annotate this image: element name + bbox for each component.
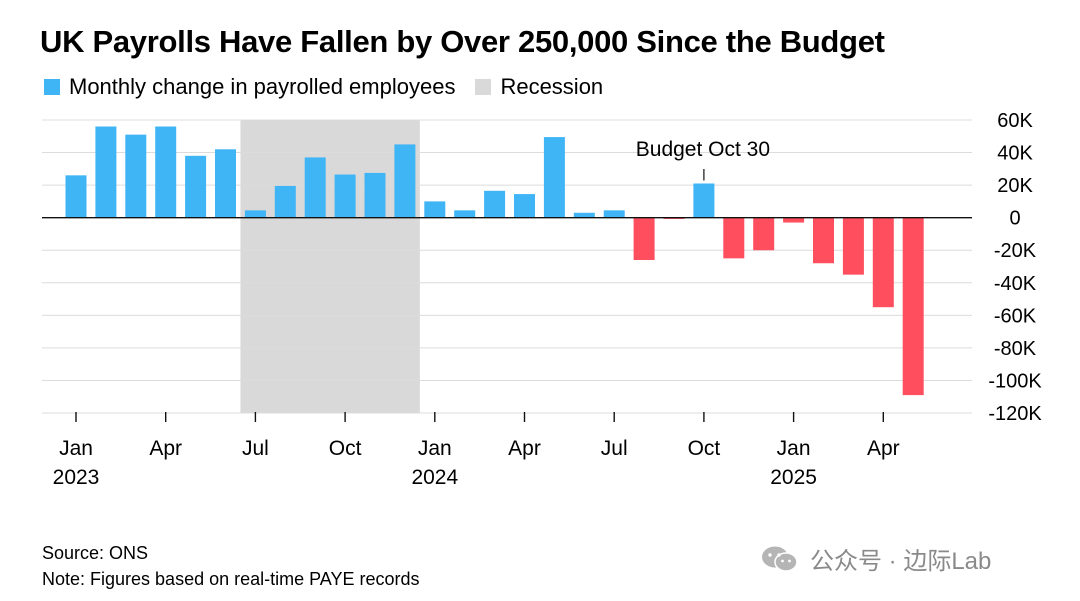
bar bbox=[185, 155, 207, 218]
bar bbox=[514, 194, 535, 218]
x-tick-year-label: 2025 bbox=[770, 466, 817, 489]
x-tick-label: Apr bbox=[149, 437, 182, 460]
bar bbox=[723, 217, 745, 259]
x-tick-label: Jan bbox=[59, 437, 93, 460]
bar bbox=[693, 183, 715, 218]
bar bbox=[872, 217, 894, 308]
bar bbox=[334, 174, 356, 218]
x-tick-label: Oct bbox=[329, 437, 362, 460]
legend-swatch-payrolls bbox=[44, 79, 60, 95]
y-tick-label: -120K bbox=[988, 403, 1042, 425]
legend-item-recession: Recession bbox=[475, 74, 603, 100]
source-text: Source: ONS bbox=[42, 543, 149, 563]
bar bbox=[484, 190, 506, 218]
bar bbox=[454, 210, 476, 218]
legend: Monthly change in payrolled employees Re… bbox=[44, 74, 623, 100]
y-tick-label: -80K bbox=[994, 338, 1037, 360]
y-tick-label: 20K bbox=[997, 175, 1033, 197]
bar bbox=[543, 137, 565, 218]
bar bbox=[813, 217, 834, 264]
legend-label-recession: Recession bbox=[500, 74, 604, 99]
recession-shading bbox=[240, 120, 420, 413]
bar bbox=[573, 212, 595, 218]
x-tick-label: Jan bbox=[777, 437, 811, 460]
bar bbox=[274, 185, 296, 218]
y-tick-label: -20K bbox=[994, 240, 1037, 262]
bar bbox=[304, 157, 326, 218]
y-tick-label: -40K bbox=[994, 273, 1037, 295]
legend-swatch-recession bbox=[475, 79, 492, 95]
bar bbox=[244, 210, 266, 218]
y-tick-label: -60K bbox=[994, 305, 1037, 327]
bar bbox=[364, 172, 386, 218]
x-tick-label: Jul bbox=[242, 437, 269, 460]
bar bbox=[633, 217, 655, 260]
chart-title: UK Payrolls Have Fallen by Over 250,000 … bbox=[40, 24, 885, 59]
x-tick-year-label: 2023 bbox=[53, 466, 100, 489]
x-tick-label: Apr bbox=[508, 437, 541, 460]
x-tick-label: Apr bbox=[867, 437, 900, 460]
x-tick-year-label: 2024 bbox=[411, 466, 458, 489]
legend-item-payrolls: Monthly change in payrolled employees bbox=[44, 74, 455, 100]
y-tick-label: 60K bbox=[997, 110, 1033, 132]
bar bbox=[65, 175, 87, 218]
bar bbox=[783, 217, 805, 223]
bar bbox=[902, 217, 924, 396]
bar bbox=[394, 144, 416, 218]
watermark: 公众号 · 边际Lab bbox=[760, 541, 991, 576]
watermark-text: 公众号 · 边际Lab bbox=[810, 548, 992, 575]
bar bbox=[125, 134, 147, 218]
y-tick-label: 0 bbox=[1009, 208, 1020, 230]
y-tick-label: -100K bbox=[988, 370, 1042, 392]
legend-label-payrolls: Monthly change in payrolled employees bbox=[69, 74, 456, 99]
x-tick-label: Oct bbox=[688, 437, 721, 460]
bar bbox=[753, 217, 775, 251]
bar bbox=[424, 201, 446, 218]
y-tick-label: 40K bbox=[997, 143, 1033, 165]
bar bbox=[215, 149, 236, 218]
note-text: Note: Figures based on real-time PAYE re… bbox=[42, 569, 420, 589]
wechat-icon bbox=[762, 546, 798, 572]
bar bbox=[603, 210, 625, 218]
x-tick-label: Jul bbox=[601, 437, 628, 460]
x-tick-label: Jan bbox=[418, 437, 452, 460]
bar bbox=[95, 126, 117, 218]
bar bbox=[155, 126, 177, 218]
bar bbox=[842, 217, 864, 275]
annotation-label: Budget Oct 30 bbox=[636, 138, 770, 161]
